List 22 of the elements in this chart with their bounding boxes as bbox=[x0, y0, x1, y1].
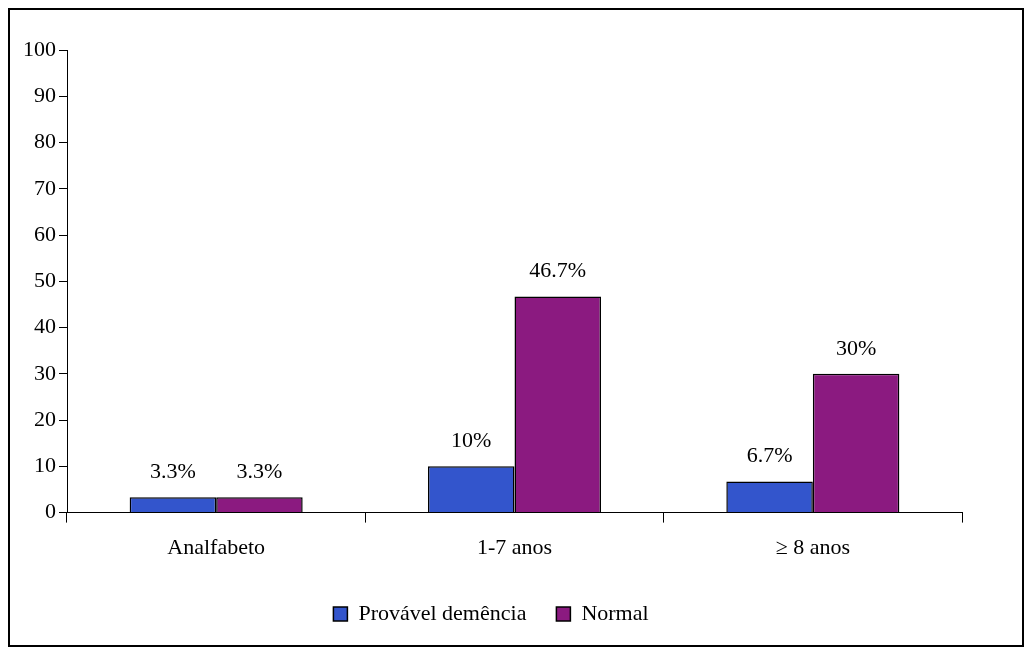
y-tick-label: 20 bbox=[34, 405, 56, 431]
y-tick-label: 0 bbox=[45, 498, 56, 524]
data-label: 3.3% bbox=[236, 458, 283, 484]
y-tick-label: 60 bbox=[34, 220, 56, 246]
y-tick-label: 90 bbox=[34, 82, 56, 108]
data-label: 3.3% bbox=[149, 458, 196, 484]
y-tick-label: 100 bbox=[23, 35, 56, 61]
y-tick-label: 40 bbox=[34, 313, 56, 339]
y-tick-label: 10 bbox=[34, 452, 56, 478]
data-label: 30% bbox=[835, 334, 877, 360]
data-label: 46.7% bbox=[529, 257, 587, 283]
y-tick-label: 50 bbox=[34, 267, 56, 293]
data-label: 10% bbox=[451, 427, 492, 453]
y-tick-label: 30 bbox=[34, 359, 56, 385]
x-tick-label: Analfabeto bbox=[167, 533, 266, 559]
x-tick-label: 1-7 anos bbox=[476, 533, 553, 559]
legend-label: Provável demência bbox=[358, 599, 527, 625]
x-tick-label: ≥ 8 anos bbox=[775, 533, 851, 559]
data-label: 6.7% bbox=[746, 442, 793, 468]
y-tick-label: 70 bbox=[34, 174, 56, 200]
legend-label: Normal bbox=[581, 599, 649, 625]
y-tick-label: 80 bbox=[34, 128, 56, 154]
